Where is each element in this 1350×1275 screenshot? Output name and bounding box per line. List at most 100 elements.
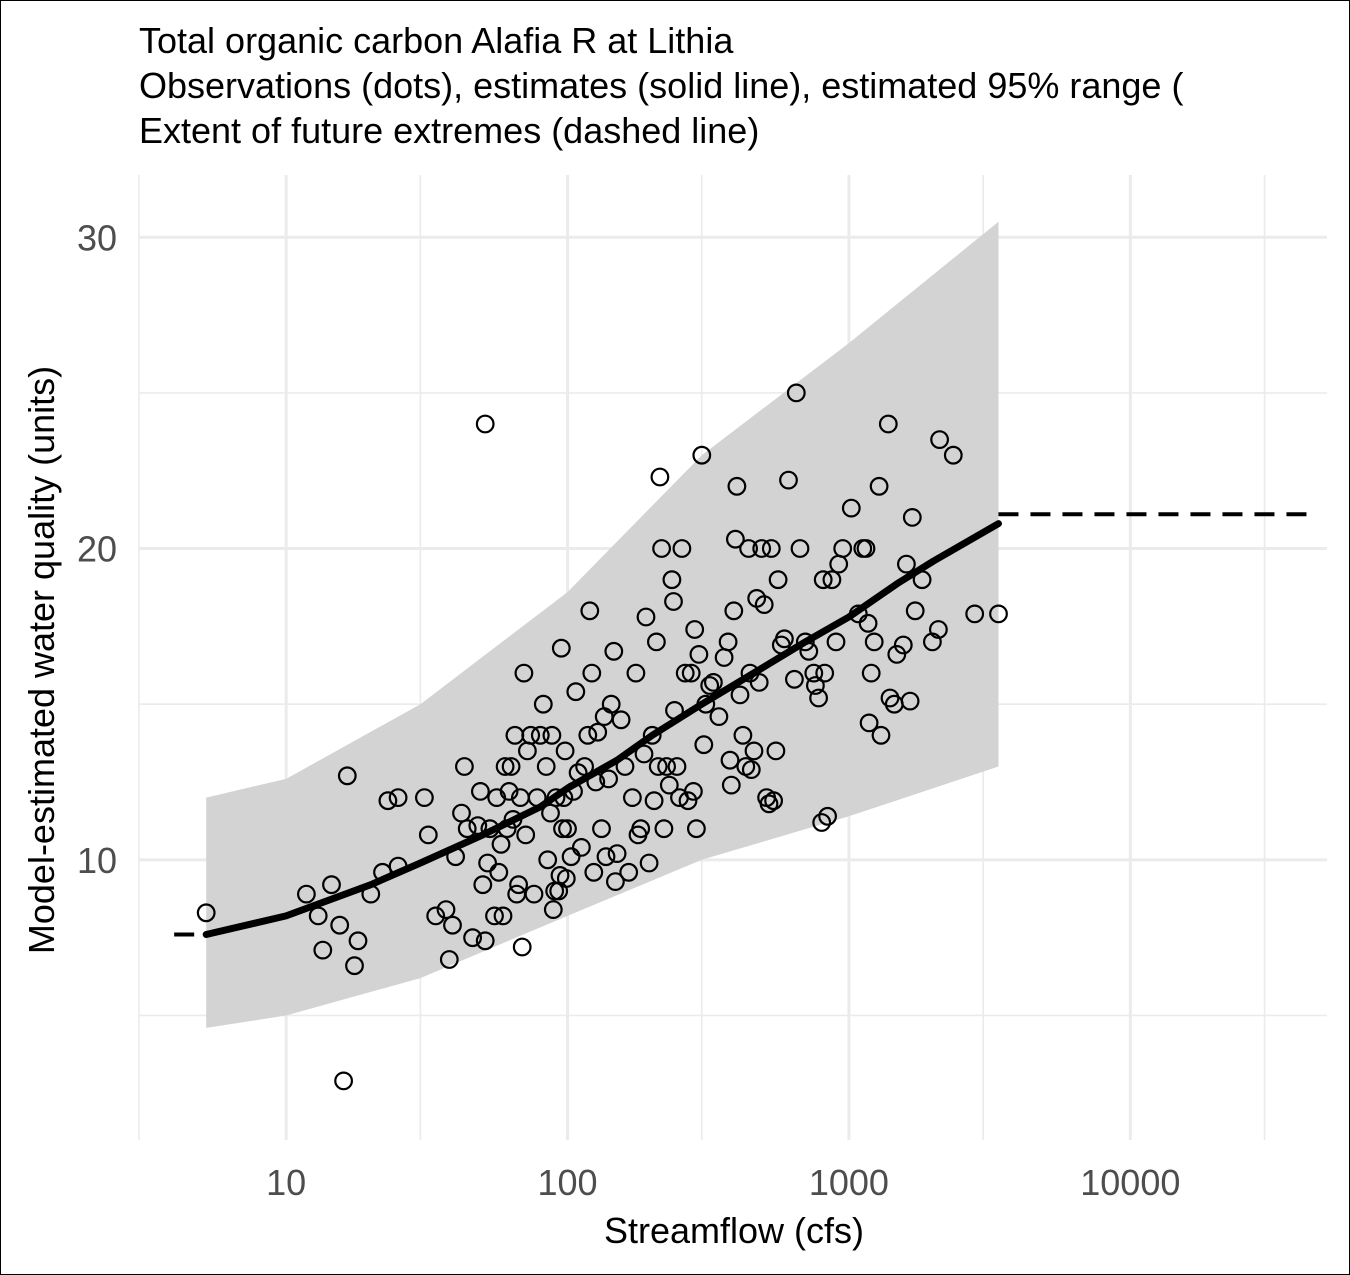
observation-point — [499, 782, 519, 801]
observation-point — [509, 875, 528, 895]
observation-point — [785, 669, 804, 689]
observation-point — [841, 498, 861, 518]
observation-point — [806, 676, 825, 695]
ribbon-area — [206, 221, 999, 1028]
observation-point — [491, 834, 511, 854]
y-tick-label: 30 — [77, 217, 117, 258]
observation-point — [516, 825, 536, 845]
observation-point — [555, 741, 575, 761]
observation-point — [900, 691, 920, 711]
observation-point — [572, 838, 591, 857]
observation-point — [700, 676, 720, 695]
observation-point — [592, 819, 611, 839]
observation-point — [696, 694, 716, 714]
observation-point — [308, 906, 328, 926]
observation-point — [446, 847, 466, 867]
observation-point — [388, 856, 408, 876]
observation-point — [582, 663, 602, 683]
observation-point — [664, 592, 683, 611]
observation-point — [530, 725, 550, 745]
observation-point — [754, 595, 774, 614]
observation-point — [812, 813, 832, 832]
observation-point — [659, 775, 679, 795]
observation-point — [687, 819, 706, 839]
observation-point — [795, 632, 815, 652]
observation-point — [580, 601, 600, 621]
observation-point — [604, 641, 624, 661]
observation-point — [650, 467, 670, 487]
observation-point — [869, 476, 889, 496]
observation-point — [647, 632, 666, 652]
observation-point — [527, 788, 547, 807]
observation-point — [596, 847, 616, 867]
x-tick-label: 1000 — [809, 1162, 889, 1203]
observation-point — [501, 757, 521, 776]
observation-point — [436, 900, 456, 919]
observation-point — [561, 847, 581, 867]
observation-point — [657, 757, 676, 776]
y-axis-ticks: 10 20 30 — [77, 217, 117, 881]
observation-point — [871, 725, 891, 745]
observation-point — [566, 682, 586, 702]
observation-point — [905, 601, 925, 621]
observation-point — [489, 862, 509, 882]
observation-point — [439, 950, 459, 969]
observation-point — [457, 819, 477, 839]
observation-point — [524, 884, 544, 904]
observation-point — [739, 539, 758, 558]
observation-point — [726, 529, 745, 549]
observation-point — [418, 825, 438, 845]
observation-point — [893, 635, 913, 655]
observation-point — [733, 725, 753, 745]
observation-point — [575, 757, 594, 776]
observation-point — [749, 673, 769, 692]
observation-point — [636, 607, 656, 627]
observation-point — [443, 915, 462, 935]
observation-point — [667, 757, 687, 776]
observation-point — [478, 853, 498, 873]
x-tick-label: 10 — [266, 1162, 306, 1203]
observation-point — [599, 769, 618, 789]
observation-point — [463, 928, 483, 948]
observation-point — [623, 788, 642, 807]
observation-point — [586, 772, 606, 792]
observation-point — [388, 788, 408, 807]
observation-point — [887, 645, 907, 664]
observation-point — [704, 673, 723, 692]
observation-point — [930, 430, 949, 450]
observation-point — [468, 816, 488, 835]
x-axis-ticks: 10 100 1000 10000 — [266, 1162, 1180, 1203]
observation-point — [512, 937, 532, 957]
observation-point — [473, 875, 493, 895]
observation-points — [196, 383, 1008, 1091]
observation-point — [644, 791, 664, 811]
observation-point — [741, 760, 761, 779]
observation-point — [721, 775, 741, 795]
observation-point — [878, 414, 898, 434]
chart-subtitle-line-2: Extent of future extremes (dashed line) — [139, 110, 760, 151]
observation-point — [965, 604, 985, 624]
observation-point — [455, 757, 474, 776]
observation-point — [759, 794, 779, 814]
observation-point — [521, 725, 541, 745]
observation-point — [533, 694, 553, 714]
observation-point — [681, 663, 701, 683]
observation-point — [297, 884, 316, 904]
observation-point — [752, 539, 772, 558]
observation-point — [619, 862, 639, 882]
observation-point — [822, 570, 842, 590]
observation-point — [475, 931, 495, 951]
observation-point — [553, 819, 572, 839]
observation-point — [322, 875, 341, 895]
future-extremes-lines — [174, 512, 1315, 937]
observation-point — [639, 853, 659, 873]
observation-point — [727, 476, 747, 496]
observation-point — [989, 604, 1008, 624]
observation-point — [929, 620, 948, 639]
observation-point — [744, 741, 764, 761]
observation-point — [764, 791, 783, 811]
observation-point — [543, 900, 563, 919]
observation-point — [626, 663, 646, 683]
observation-point — [654, 819, 674, 839]
x-axis-title: Streamflow (cfs) — [604, 1210, 864, 1251]
